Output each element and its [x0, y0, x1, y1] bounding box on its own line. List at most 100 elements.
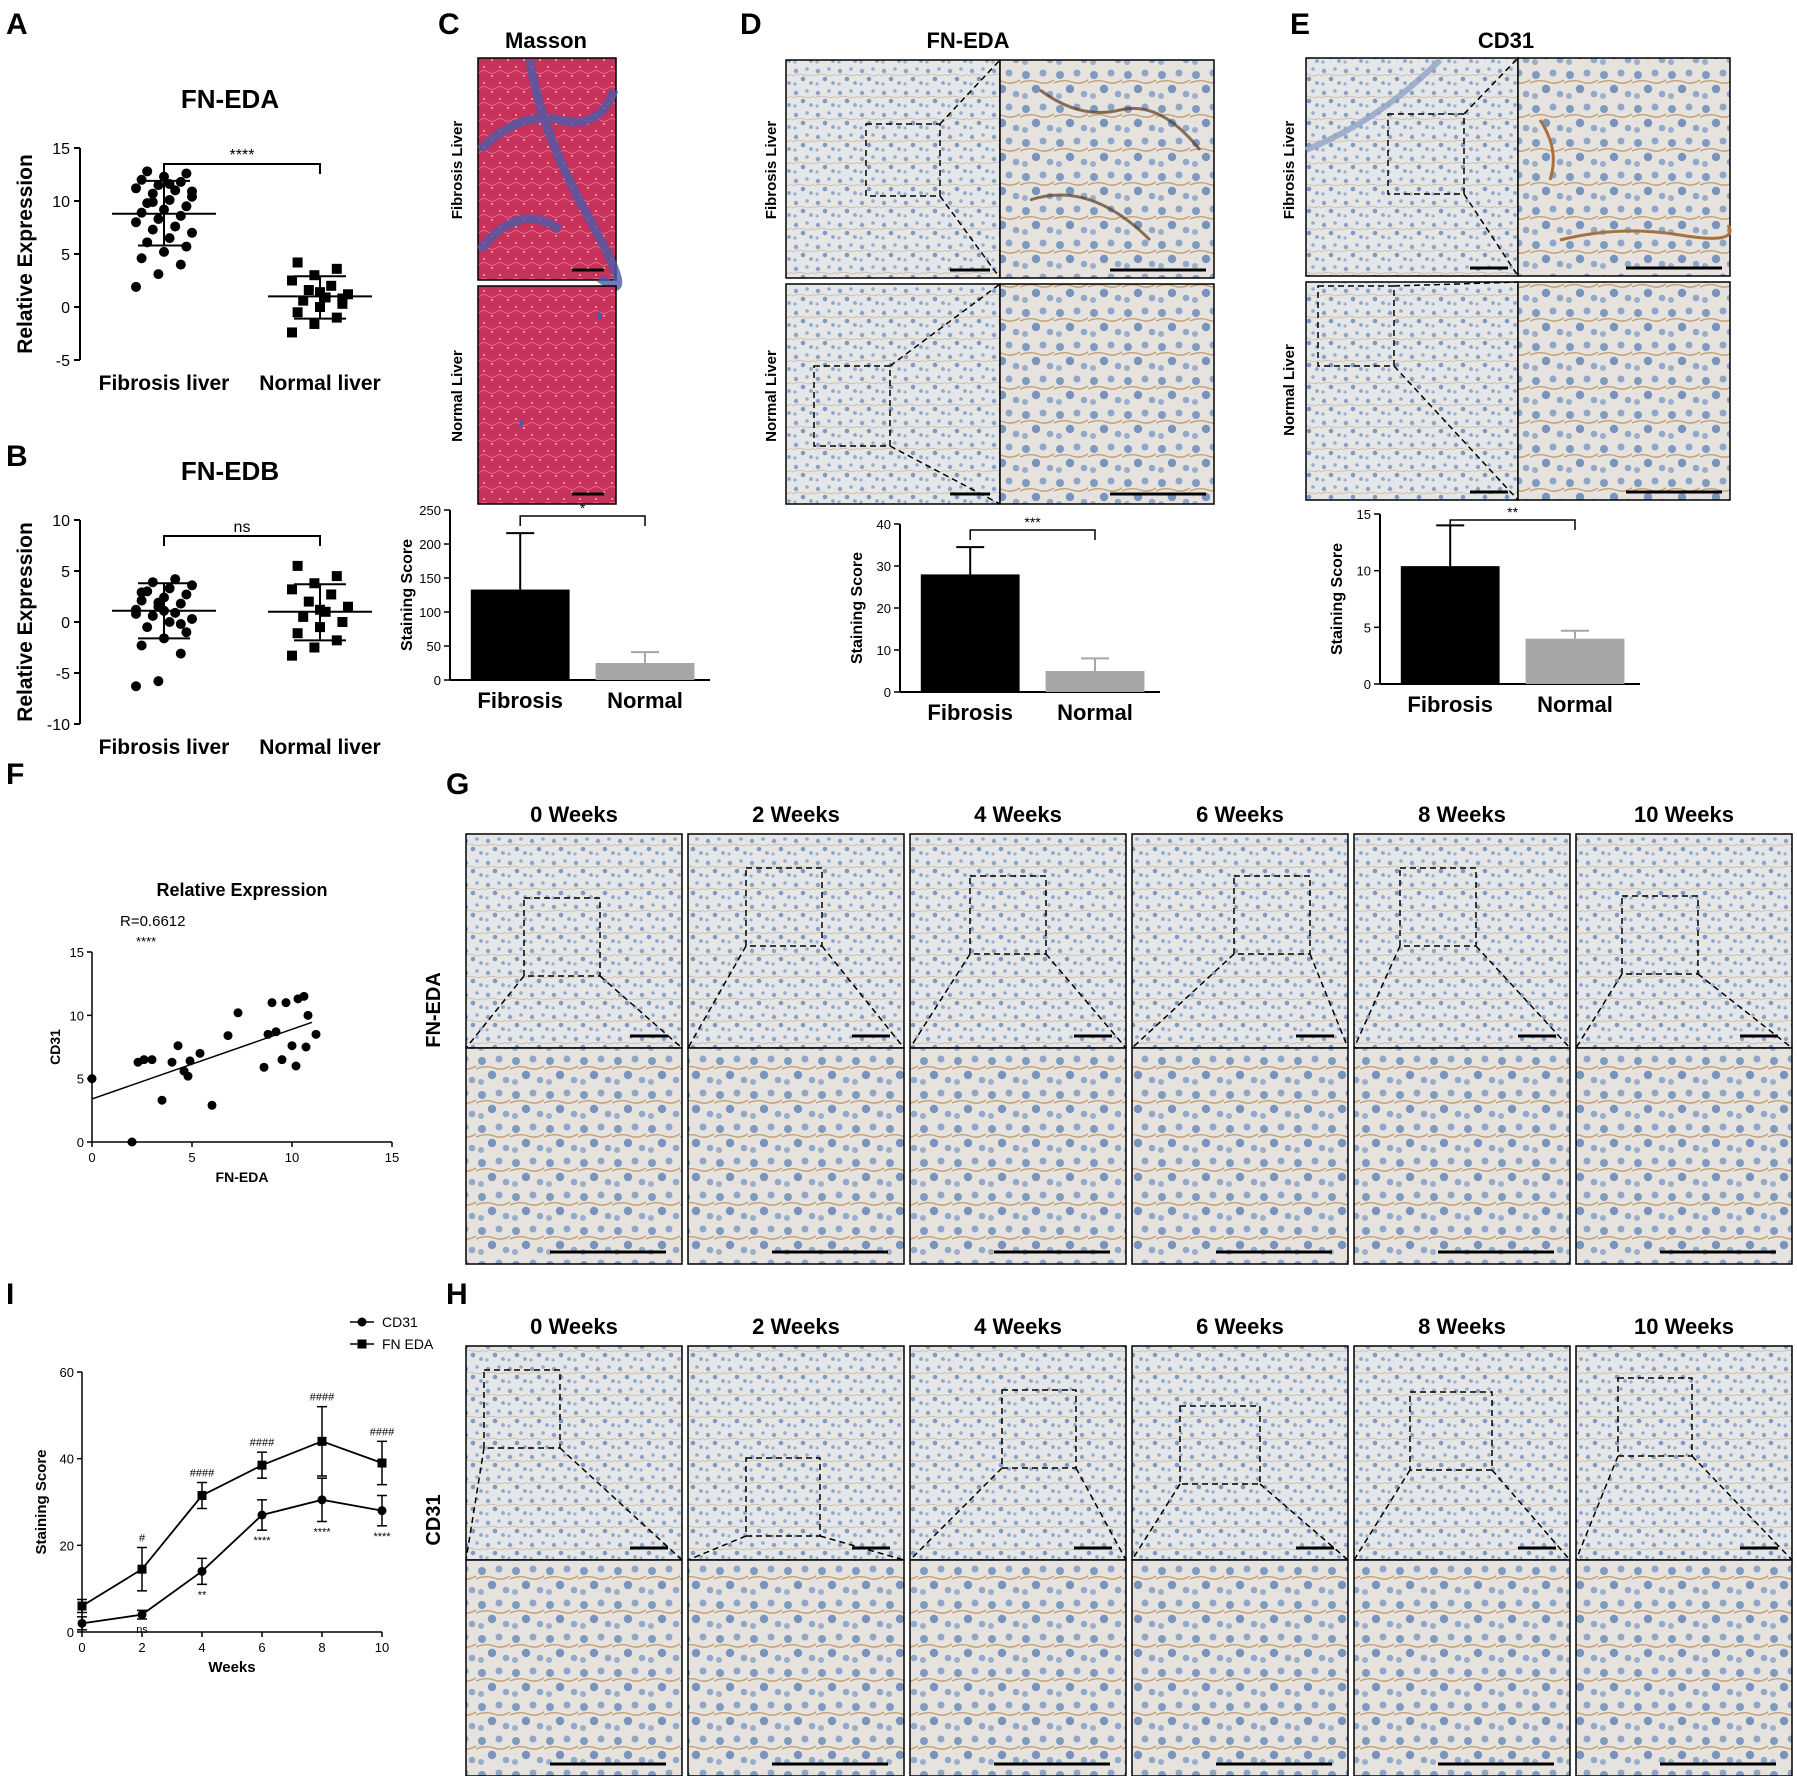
- data-point: [263, 1029, 273, 1039]
- e-normal-overview: [1305, 281, 1519, 501]
- significance-label: ####: [250, 1437, 275, 1449]
- data-point: [337, 293, 348, 304]
- inset-box: [1399, 867, 1477, 947]
- data-point: [331, 263, 342, 274]
- data-point: [131, 217, 141, 228]
- data-point: [147, 224, 158, 235]
- data-point: [331, 571, 342, 582]
- legend-label: FN EDA: [382, 1336, 434, 1352]
- chart-c-masson-bar: 0 50 100 150 200 250 Staining Score Fibrosis Nor…: [399, 500, 710, 713]
- overview-image: [909, 833, 1127, 1049]
- x-category-label: Normal liver: [259, 372, 380, 395]
- zoom-line: [1131, 1483, 1181, 1561]
- row-label-normal: Normal Liver: [1281, 344, 1298, 436]
- y-axis-label: Relative Expression: [14, 154, 37, 354]
- week-label: 2 Weeks: [752, 1314, 840, 1339]
- data-point: [233, 1008, 243, 1018]
- inset-box: [969, 875, 1047, 955]
- row-label-fibrosis: Fibrosis Liver: [763, 121, 780, 220]
- data-point: [139, 1055, 149, 1065]
- x-category-label: Normal: [1057, 700, 1133, 725]
- chart-title: FN-EDB: [181, 456, 279, 486]
- y-tick-label: 0: [61, 615, 70, 632]
- x-tick-label: 6: [258, 1640, 265, 1655]
- e-fibrosis-vessels: [1538, 119, 1732, 242]
- x-axis-label: FN-EDA: [216, 1169, 269, 1185]
- zoom-line: [1475, 945, 1571, 1049]
- data-point: [137, 1610, 147, 1620]
- bar: [595, 663, 695, 680]
- week-label: 4 Weeks: [974, 802, 1062, 827]
- x-tick-label: 0: [78, 1640, 85, 1655]
- significance-label: ns: [136, 1624, 148, 1636]
- y-tick-label: 30: [877, 559, 891, 574]
- data-point: [164, 617, 175, 627]
- data-point: [309, 642, 320, 653]
- e-normal-inset-box: [1317, 285, 1395, 367]
- x-tick-label: 2: [138, 1640, 145, 1655]
- zoom-line: [687, 1535, 747, 1561]
- week-label: 0 Weeks: [530, 802, 618, 827]
- e-zoom-line: [1393, 365, 1519, 501]
- zoom-image: [687, 1559, 905, 1776]
- d-normal-overview: [785, 283, 1001, 505]
- data-point: [77, 1601, 87, 1611]
- zoom-image: [465, 1559, 683, 1776]
- zoom-image: [1131, 1047, 1349, 1265]
- data-point: [320, 292, 331, 303]
- y-tick-label: -10: [47, 717, 70, 734]
- data-point: [197, 1566, 207, 1576]
- inset-box: [1621, 895, 1699, 975]
- data-point: [291, 1061, 301, 1071]
- zoom-line: [821, 945, 905, 1049]
- data-point: [377, 1458, 387, 1468]
- significance-label: ****: [136, 934, 156, 949]
- data-point: [337, 298, 348, 309]
- overview-image: [909, 1345, 1127, 1561]
- data-point: [175, 598, 186, 609]
- significance-label: ####: [310, 1392, 335, 1404]
- significance-label: ****: [230, 147, 255, 164]
- significance-bracket: [519, 515, 646, 526]
- overview-image: [1575, 1345, 1793, 1561]
- data-point: [153, 269, 164, 280]
- e-fibrosis-zoom: [1517, 57, 1731, 277]
- x-tick-label: 4: [198, 1640, 205, 1655]
- y-axis-label: CD31: [47, 1029, 63, 1065]
- data-point: [173, 1041, 183, 1051]
- inset-box: [1409, 1391, 1493, 1471]
- data-point: [292, 307, 303, 318]
- data-point: [181, 168, 192, 179]
- data-point: [195, 1048, 205, 1058]
- panel-g-fn-eda-timecourse-images: 0 Weeks 2 Weeks 4 Weeks 6 Weeks 8 Weeks 10 We…: [465, 802, 1793, 1265]
- data-point: [281, 998, 291, 1008]
- y-tick-label: 10: [877, 643, 891, 658]
- y-tick-label: 5: [77, 1072, 84, 1087]
- zoom-line: [1691, 1455, 1793, 1561]
- data-point: [136, 174, 147, 185]
- zoom-line: [465, 975, 525, 1049]
- y-tick-label: 0: [61, 300, 70, 317]
- y-axis-label: Staining Score: [1329, 543, 1346, 655]
- zoom-line: [1075, 1467, 1127, 1561]
- x-tick-label: 15: [385, 1150, 399, 1165]
- y-tick-label: -5: [56, 666, 70, 683]
- e-zoom-line: [1463, 57, 1519, 115]
- d-zoom-line: [939, 195, 1001, 279]
- d-zoom-line: [939, 59, 1001, 125]
- data-point: [187, 227, 197, 238]
- inset-box: [1233, 875, 1311, 955]
- chart-title: Relative Expression: [156, 880, 327, 900]
- x-tick-label: 5: [188, 1150, 195, 1165]
- chart-b-fn-edb-scatter: FN-EDB -10 -5 0 5 10 Relative Expression Fibros…: [14, 456, 381, 759]
- x-category-label: Fibrosis liver: [99, 372, 230, 395]
- zoom-line: [599, 975, 683, 1049]
- data-point: [303, 596, 314, 607]
- data-point: [292, 560, 303, 571]
- x-category-label: Normal: [607, 688, 683, 713]
- x-category-label: Normal: [1537, 692, 1613, 717]
- week-label: 6 Weeks: [1196, 1314, 1284, 1339]
- e-normal-zoom: [1517, 281, 1731, 501]
- y-tick-label: 15: [1357, 507, 1371, 522]
- data-point: [164, 194, 175, 205]
